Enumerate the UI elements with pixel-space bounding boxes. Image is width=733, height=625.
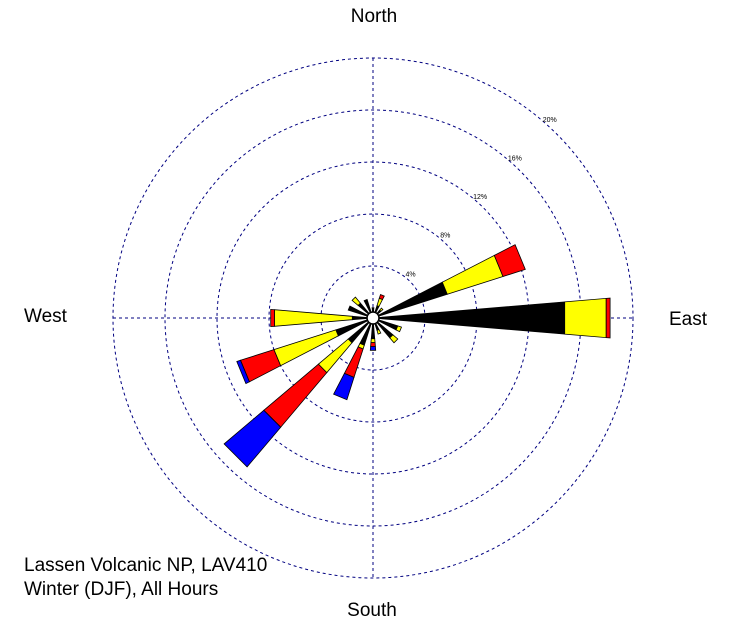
calm-center <box>366 311 380 325</box>
direction-label-west: West <box>24 306 68 327</box>
ring-label-4: 16% <box>508 156 522 163</box>
petal-22_5-class3 <box>378 293 385 301</box>
petal-112_5-class2 <box>395 325 403 333</box>
petal-225-class4 <box>223 409 282 468</box>
petal-225-class3 <box>263 363 328 428</box>
ring-label-5: 20% <box>543 117 557 124</box>
petal-225-class2 <box>317 338 353 374</box>
ring-labels: 4% 8% 12% 16% 20% <box>405 117 556 279</box>
petal-180-class4 <box>369 346 377 351</box>
petal-292_5-class1 <box>347 305 374 319</box>
ring-label-2: 8% <box>440 233 450 240</box>
petal-270-class3 <box>270 308 275 328</box>
petal-315-class2 <box>351 296 361 306</box>
petal-270-class2 <box>274 309 353 327</box>
petal-67_5-class2 <box>441 254 504 295</box>
petal-135-class2 <box>389 334 399 344</box>
petal-90-class3 <box>605 297 611 339</box>
petal-45-class2 <box>379 307 384 312</box>
ring-label-1: 4% <box>405 271 415 278</box>
petal-180-class2 <box>370 338 376 344</box>
petal-180-class3 <box>370 342 376 347</box>
direction-label-east: East <box>669 309 708 330</box>
caption-season: Winter (DJF), All Hours <box>24 579 219 600</box>
petal-247_5-class4 <box>236 359 250 385</box>
caption-site: Lassen Volcanic NP, LAV410 <box>24 555 268 576</box>
petal-202_5-class3 <box>343 346 364 378</box>
direction-label-north: North <box>351 6 397 27</box>
direction-label-south: South <box>347 600 397 621</box>
wind-petals <box>223 244 611 468</box>
petal-67_5-class3 <box>493 244 526 277</box>
petal-157_5-class2 <box>376 329 382 335</box>
petal-202_5-class4 <box>333 372 355 401</box>
petal-90-class2 <box>564 297 607 339</box>
ring-label-3: 12% <box>473 194 487 201</box>
